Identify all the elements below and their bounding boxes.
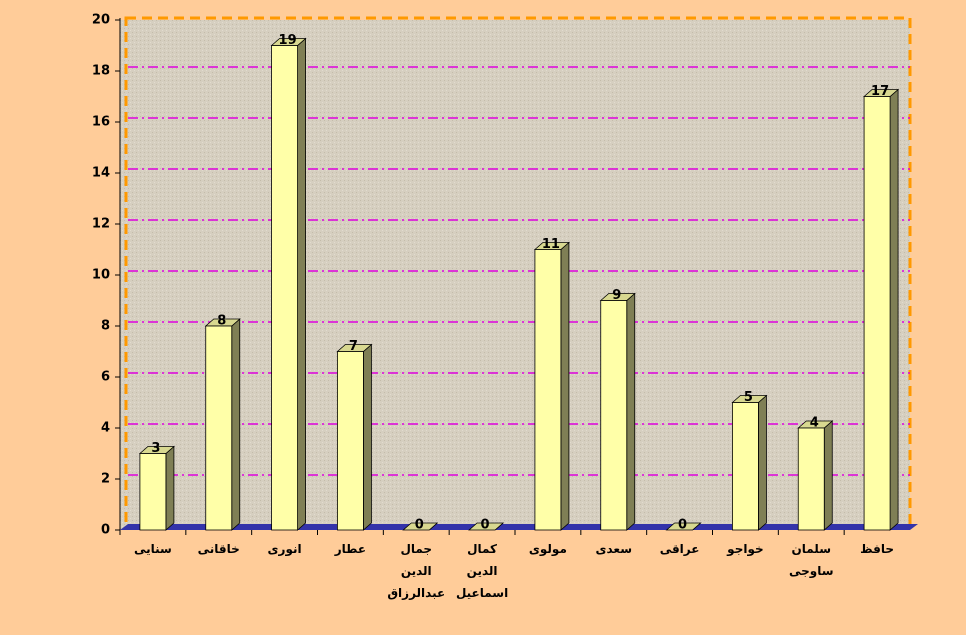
- bar: [139, 453, 167, 531]
- bar-top: [402, 522, 439, 531]
- bar-side: [297, 37, 306, 531]
- value-label: 4: [810, 416, 819, 431]
- bar-side: [560, 241, 570, 531]
- value-label: 5: [744, 390, 753, 405]
- value-label: 0: [415, 518, 424, 533]
- bar: [534, 249, 562, 531]
- bar: [600, 300, 628, 531]
- plot-area: [120, 20, 910, 530]
- x-tick-label: سلمان ساوجی: [788, 542, 834, 578]
- x-tick-label: عطار: [334, 542, 367, 556]
- x-tick-label: انوری: [267, 542, 302, 556]
- x-tick-label: سعدی: [595, 542, 632, 556]
- y-tick-label: 10: [92, 268, 110, 283]
- value-label: 7: [349, 339, 358, 354]
- x-tick-label: خاقانی: [197, 542, 240, 556]
- y-tick-label: 14: [92, 166, 110, 181]
- value-label: 0: [481, 518, 490, 533]
- x-tick-label: کمال الدین اسماعیل: [455, 542, 509, 600]
- bar-side: [889, 88, 899, 531]
- bar-side: [363, 343, 372, 531]
- value-label: 11: [542, 237, 560, 252]
- x-tick-label: سنایی: [133, 542, 172, 556]
- y-tick-label: 2: [101, 472, 110, 487]
- y-tick-label: 18: [92, 64, 110, 79]
- y-tick-label: 12: [92, 217, 110, 232]
- y-tick-label: 8: [101, 319, 110, 334]
- bar-top: [665, 522, 702, 531]
- floor: [120, 524, 918, 530]
- bar: [863, 96, 891, 531]
- bar: [205, 325, 233, 531]
- bar-side: [758, 394, 767, 531]
- value-label: 0: [678, 518, 687, 533]
- x-tick-label: عراقی: [659, 542, 700, 556]
- y-tick-label: 20: [92, 13, 110, 28]
- value-label: 17: [871, 84, 889, 99]
- x-tick-label: مولوی: [528, 542, 567, 556]
- bar: [271, 45, 298, 531]
- value-label: 19: [279, 33, 297, 48]
- x-tick-label: جمال الدین عبدالرزاق: [387, 542, 446, 600]
- value-label: 9: [612, 288, 621, 303]
- value-label: 3: [151, 441, 160, 456]
- y-tick-label: 6: [101, 370, 110, 385]
- y-tick-label: 16: [92, 115, 110, 130]
- bar-top: [468, 522, 505, 531]
- y-tick-label: 0: [101, 523, 110, 538]
- bar: [337, 351, 364, 531]
- x-tick-label: حافظ: [860, 542, 895, 556]
- x-tick-label: خواجو: [727, 542, 764, 556]
- bar-side: [626, 292, 636, 531]
- bar: [732, 402, 759, 531]
- bar: [797, 427, 825, 531]
- bar-side: [231, 318, 241, 531]
- y-tick-label: 4: [101, 421, 110, 436]
- value-label: 8: [217, 314, 226, 329]
- bar-side: [165, 445, 175, 531]
- bar-side: [823, 420, 833, 531]
